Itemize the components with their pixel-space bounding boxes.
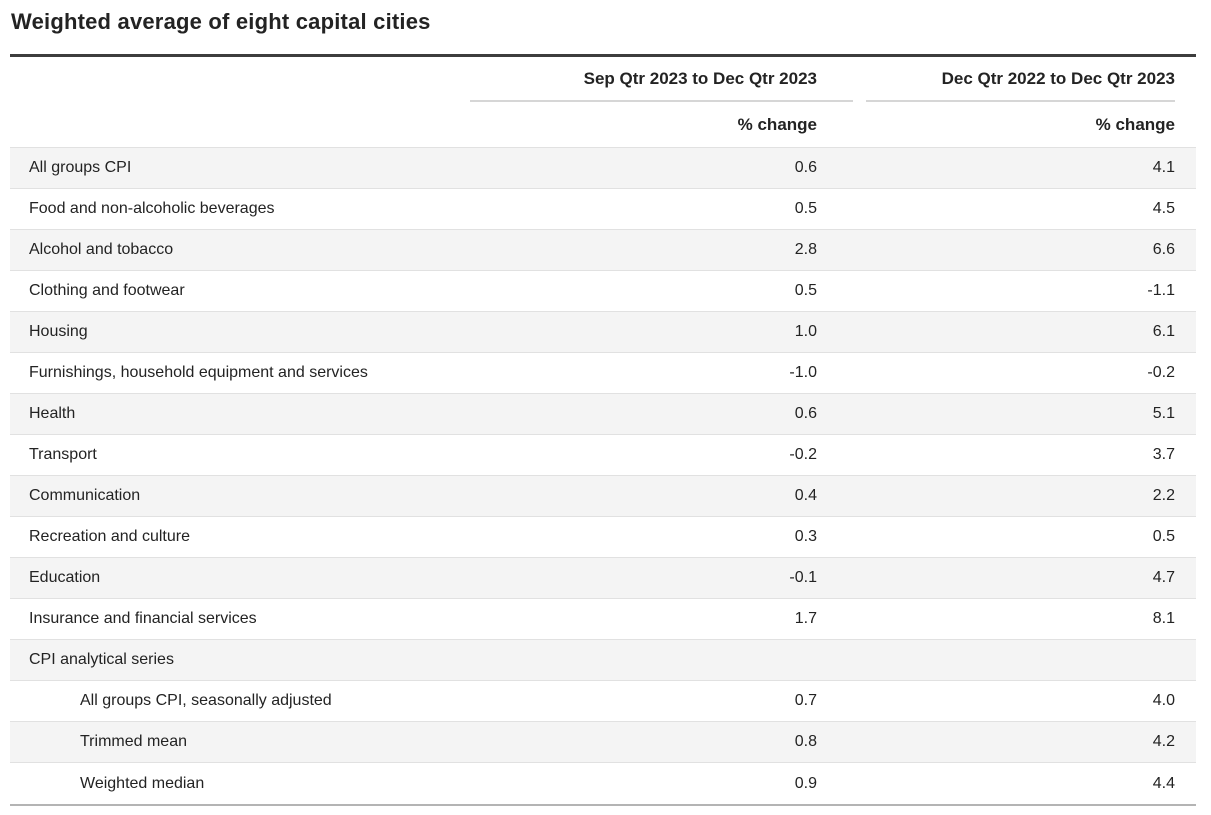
unit-label-quarterly: % change	[737, 114, 817, 134]
table-row: Alcohol and tobacco 2.8 6.6	[10, 230, 1196, 271]
annual-change-value: 6.1	[1152, 323, 1175, 340]
table-row: Housing 1.0 6.1	[10, 312, 1196, 353]
column-header-quarterly: Sep Qtr 2023 to Dec Qtr 2023	[583, 68, 817, 88]
table-row: All groups CPI 0.6 4.1	[10, 148, 1196, 189]
quarterly-change-value: 0.6	[794, 405, 817, 422]
annual-change-value: -0.2	[1147, 364, 1175, 381]
table-row: Insurance and financial services 1.7 8.1	[10, 599, 1196, 640]
row-label: Weighted median	[80, 774, 205, 792]
row-label: Clothing and footwear	[29, 282, 185, 299]
row-label: All groups CPI, seasonally adjusted	[80, 692, 332, 709]
annual-change-value: 4.4	[1152, 774, 1175, 792]
annual-change-value: 5.1	[1152, 405, 1175, 422]
table-row: Trimmed mean 0.8 4.2	[10, 722, 1196, 763]
table-row: Transport -0.2 3.7	[10, 435, 1196, 476]
row-label: Transport	[29, 446, 97, 463]
row-label: Education	[29, 569, 101, 586]
quarterly-change-value: 1.0	[794, 323, 817, 340]
table-row: Health 0.6 5.1	[10, 394, 1196, 435]
column-header-annual: Dec Qtr 2022 to Dec Qtr 2023	[941, 68, 1175, 88]
page-title: Weighted average of eight capital cities	[11, 9, 431, 34]
row-label: Communication	[29, 487, 141, 504]
table-row: Weighted median 0.9 4.4	[10, 763, 1196, 804]
annual-change-value: 4.1	[1152, 159, 1175, 176]
row-label: Alcohol and tobacco	[29, 241, 174, 258]
annual-change-value: 6.6	[1152, 241, 1175, 258]
annual-change-value: 4.7	[1152, 569, 1175, 586]
quarterly-change-value: 0.8	[794, 733, 817, 750]
row-label: All groups CPI	[29, 159, 132, 176]
table-row: Education -0.1 4.7	[10, 558, 1196, 599]
table-body: All groups CPI 0.6 4.1 Food and non-alco…	[10, 147, 1196, 806]
quarterly-change-value: 0.5	[794, 200, 817, 217]
row-label: CPI analytical series	[29, 651, 174, 668]
table-row: Communication 0.4 2.2	[10, 476, 1196, 517]
table-row: Recreation and culture 0.3 0.5	[10, 517, 1196, 558]
quarterly-header-underline	[470, 100, 853, 102]
annual-header-underline	[866, 100, 1175, 102]
header-underline-row	[10, 100, 1196, 102]
table-header: Sep Qtr 2023 to Dec Qtr 2023 Dec Qtr 202…	[10, 54, 1196, 147]
quarterly-change-value: -1.0	[789, 364, 817, 381]
quarterly-change-value: 0.9	[794, 774, 817, 792]
annual-change-value: 3.7	[1152, 446, 1175, 463]
unit-header-row: % change % change	[10, 102, 1196, 147]
row-label: Trimmed mean	[80, 733, 187, 750]
quarterly-change-value: 0.6	[794, 159, 817, 176]
row-label: Food and non-alcoholic beverages	[29, 200, 275, 217]
quarterly-change-value: 0.5	[794, 282, 817, 299]
row-label: Health	[29, 405, 76, 422]
table-row: Clothing and footwear 0.5 -1.1	[10, 271, 1196, 312]
quarterly-change-value: 0.4	[794, 487, 817, 504]
unit-label-annual: % change	[1095, 114, 1175, 134]
quarterly-change-value: 0.7	[794, 692, 817, 709]
annual-change-value: 4.2	[1152, 733, 1175, 750]
row-label: Furnishings, household equipment and ser…	[29, 364, 368, 381]
annual-change-value: 4.0	[1152, 692, 1175, 709]
quarterly-change-value: -0.2	[789, 446, 817, 463]
annual-change-value: 4.5	[1152, 200, 1175, 217]
table-row: All groups CPI, seasonally adjusted 0.7 …	[10, 681, 1196, 722]
cpi-table: Sep Qtr 2023 to Dec Qtr 2023 Dec Qtr 202…	[10, 54, 1196, 806]
row-label: Recreation and culture	[29, 528, 190, 545]
quarterly-change-value: 2.8	[794, 241, 817, 258]
annual-change-value: 0.5	[1152, 528, 1175, 545]
table-row: Food and non-alcoholic beverages 0.5 4.5	[10, 189, 1196, 230]
table-row: CPI analytical series	[10, 640, 1196, 681]
quarterly-change-value: 0.3	[794, 528, 817, 545]
table-row: Furnishings, household equipment and ser…	[10, 353, 1196, 394]
annual-change-value: -1.1	[1147, 282, 1175, 299]
quarterly-change-value: 1.7	[794, 610, 817, 627]
annual-change-value: 2.2	[1152, 487, 1175, 504]
row-label: Housing	[29, 323, 88, 340]
row-label: Insurance and financial services	[29, 610, 257, 627]
annual-change-value: 8.1	[1152, 610, 1175, 627]
quarterly-change-value: -0.1	[789, 569, 817, 586]
quarter-header-row: Sep Qtr 2023 to Dec Qtr 2023 Dec Qtr 202…	[10, 57, 1196, 100]
